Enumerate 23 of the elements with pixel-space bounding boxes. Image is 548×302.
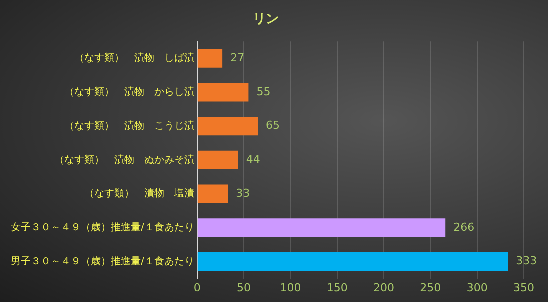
data-label: 55: [256, 85, 271, 98]
x-tick-label: 200: [374, 281, 395, 294]
data-label: 333: [516, 254, 538, 268]
x-tick-label: 150: [326, 281, 348, 294]
x-tick-label: 50: [237, 281, 252, 294]
chart-title: リン: [253, 12, 279, 28]
x-tick-label: 350: [514, 281, 534, 294]
data-label: 266: [454, 220, 475, 234]
x-tick-label: 0: [194, 281, 201, 294]
x-tick-label: 100: [280, 281, 302, 294]
y-tick-label: （なす類） 漬物 ぬかみそ漬: [54, 154, 194, 166]
data-label: 44: [246, 153, 260, 166]
data-label: 33: [236, 186, 250, 200]
y-tick-label: （なす類） 漬物 からし漬: [64, 86, 194, 98]
y-tick-label: 男子３０～４９（歳）推進量/１食あたり: [10, 255, 194, 268]
data-label: 27: [230, 51, 245, 64]
x-tick-label: 250: [420, 281, 442, 294]
y-tick-label: （なす類） 漬物 しば漬: [74, 52, 194, 64]
y-tick-label: （なす類） 漬物 こうじ漬: [64, 120, 194, 132]
data-label: 65: [266, 119, 280, 132]
y-tick-label: 女子３０～４９（歳）推進量/１食あたり: [10, 222, 194, 234]
y-tick-label: （なす類） 漬物 塩漬: [84, 188, 194, 200]
x-tick-label: 300: [466, 281, 488, 294]
